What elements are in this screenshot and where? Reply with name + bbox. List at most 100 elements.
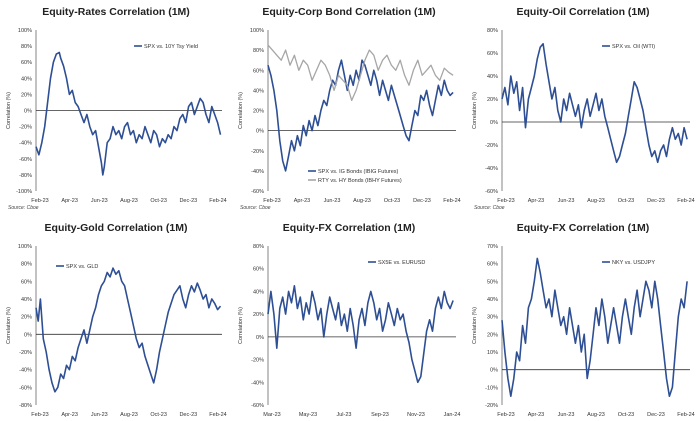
x-tick-label: Nov-23: [407, 412, 425, 418]
y-tick-label: -60%: [251, 403, 264, 409]
y-tick-label: -40%: [251, 380, 264, 386]
y-tick-label: -60%: [19, 385, 32, 391]
series-line: [267, 44, 454, 102]
x-tick-label: Dec-23: [179, 412, 197, 418]
legend-label: NKY vs. USDJPY: [612, 260, 655, 266]
y-tick-label: 40%: [253, 289, 264, 295]
source-note: Source: Cboe: [8, 205, 39, 211]
x-tick-label: Dec-23: [179, 198, 197, 204]
y-axis-label: Correlation (%): [472, 307, 478, 344]
y-tick-label: 60%: [487, 51, 498, 57]
y-tick-label: 80%: [487, 28, 498, 34]
x-tick-label: Feb-23: [497, 412, 514, 418]
y-tick-label: -100%: [16, 189, 32, 195]
y-tick-label: -40%: [19, 141, 32, 147]
y-tick-label: -20%: [485, 403, 498, 409]
x-tick-label: Feb-23: [263, 198, 280, 204]
x-tick-label: Dec-23: [413, 198, 431, 204]
y-tick-label: -20%: [19, 350, 32, 356]
x-tick-label: Feb-24: [209, 412, 226, 418]
legend: SPX vs. IG Bonds (IBIG Futures) RTY vs. H…: [308, 169, 402, 184]
x-tick-label: Oct-23: [384, 198, 401, 204]
x-tick-label: Jun-23: [324, 198, 341, 204]
y-tick-label: 40%: [21, 297, 32, 303]
y-tick-label: -40%: [485, 166, 498, 172]
y-axis-label: Correlation (%): [6, 307, 12, 344]
series-line: [267, 59, 454, 172]
chart-svg: 70% 60% 50% 40% 30% 20% 10% 0% -10% -20% Correlati…: [472, 244, 695, 418]
y-tick-label: 70%: [487, 244, 498, 250]
y-tick-label: 20%: [21, 315, 32, 321]
y-tick-label: 20%: [487, 332, 498, 338]
legend: SX5E vs. EURUSD: [368, 260, 425, 266]
y-tick-label: -20%: [251, 358, 264, 364]
x-tick-label: Feb-24: [677, 412, 694, 418]
x-tick-label: Apr-23: [61, 412, 78, 418]
y-tick-label: -60%: [19, 157, 32, 163]
y-tick-label: 80%: [21, 44, 32, 50]
y-tick-label: -20%: [251, 149, 264, 155]
x-tick-label: May-23: [299, 412, 317, 418]
y-tick-label: -80%: [19, 403, 32, 409]
y-tick-label: 50%: [487, 279, 498, 285]
chart-title: Equity-Oil Correlation (1M): [516, 6, 650, 18]
legend: SPX vs. 10Y Tsy Yield: [134, 44, 198, 50]
x-tick-label: Aug-23: [353, 198, 371, 204]
y-tick-label: 80%: [253, 48, 264, 54]
chart-panel: Equity-Rates Correlation (1M) 100% 80% 60% 4…: [2, 6, 230, 211]
y-tick-label: 100%: [18, 244, 32, 250]
y-tick-label: 60%: [253, 267, 264, 273]
y-tick-label: 40%: [487, 74, 498, 80]
series-line: [501, 43, 688, 164]
chart-svg: 80% 60% 40% 20% 0% -20% -40% -60% Correlation (%…: [238, 244, 461, 418]
series-line: [267, 285, 454, 384]
legend-label: SPX vs. 10Y Tsy Yield: [144, 44, 198, 50]
source-note: Source: Cboe: [474, 205, 505, 211]
x-tick-label: Mar-23: [263, 412, 280, 418]
legend: NKY vs. USDJPY: [602, 260, 655, 266]
x-tick-label: Oct-23: [150, 198, 167, 204]
x-tick-label: Jun-23: [558, 412, 575, 418]
x-tick-label: Jun-23: [91, 198, 108, 204]
x-tick-label: Aug-23: [120, 198, 138, 204]
y-tick-label: 0%: [256, 335, 264, 341]
chart-panel: Equity-FX Correlation (1M) 70% 60% 50% 40% 30…: [468, 222, 698, 419]
y-tick-label: 0%: [256, 129, 264, 135]
series-line: [35, 51, 222, 176]
legend-label: SX5E vs. EURUSD: [378, 260, 425, 266]
chart-svg: 100% 80% 60% 40% 20% 0% -20% -40% -60% -80% Correl…: [6, 244, 227, 418]
y-tick-label: 80%: [21, 262, 32, 268]
x-tick-label: Sep-23: [371, 412, 389, 418]
x-tick-label: Jan-24: [444, 412, 461, 418]
chart-svg: 100% 80% 60% 40% 20% 0% -20% -40% -60% Correlatio…: [238, 28, 461, 204]
x-tick-label: Dec-23: [647, 412, 665, 418]
y-tick-label: 20%: [21, 92, 32, 98]
x-tick-label: Apr-23: [294, 198, 311, 204]
y-tick-label: 60%: [21, 279, 32, 285]
y-tick-label: -40%: [251, 169, 264, 175]
y-tick-label: 40%: [21, 76, 32, 82]
y-tick-label: 20%: [253, 109, 264, 115]
x-tick-label: Dec-23: [647, 198, 665, 204]
y-tick-label: 60%: [253, 68, 264, 74]
legend-label: SPX vs. Oil (WTI): [612, 44, 655, 50]
y-tick-label: -80%: [19, 173, 32, 179]
x-tick-label: Oct-23: [618, 198, 635, 204]
x-tick-label: Jul-23: [337, 412, 352, 418]
y-tick-label: 0%: [490, 368, 498, 374]
legend: SPX vs. GLD: [56, 264, 98, 270]
y-tick-label: 20%: [487, 97, 498, 103]
x-tick-label: Jun-23: [558, 198, 575, 204]
x-tick-label: Feb-24: [443, 198, 460, 204]
y-tick-label: 100%: [18, 28, 32, 34]
chart-title: Equity-Corp Bond Correlation (1M): [262, 6, 436, 18]
y-tick-label: 20%: [253, 312, 264, 318]
y-tick-label: 40%: [253, 88, 264, 94]
chart-svg: 100% 80% 60% 40% 20% 0% -20% -40% -60% -80% -100% C…: [6, 28, 227, 204]
x-tick-label: Aug-23: [587, 198, 605, 204]
y-tick-label: -20%: [19, 125, 32, 131]
x-tick-label: Oct-23: [150, 412, 167, 418]
y-tick-label: 100%: [250, 28, 264, 34]
legend-label: RTY vs. HY Bonds (IBHY Futures): [318, 178, 402, 184]
legend-label: SPX vs. IG Bonds (IBIG Futures): [318, 169, 399, 175]
